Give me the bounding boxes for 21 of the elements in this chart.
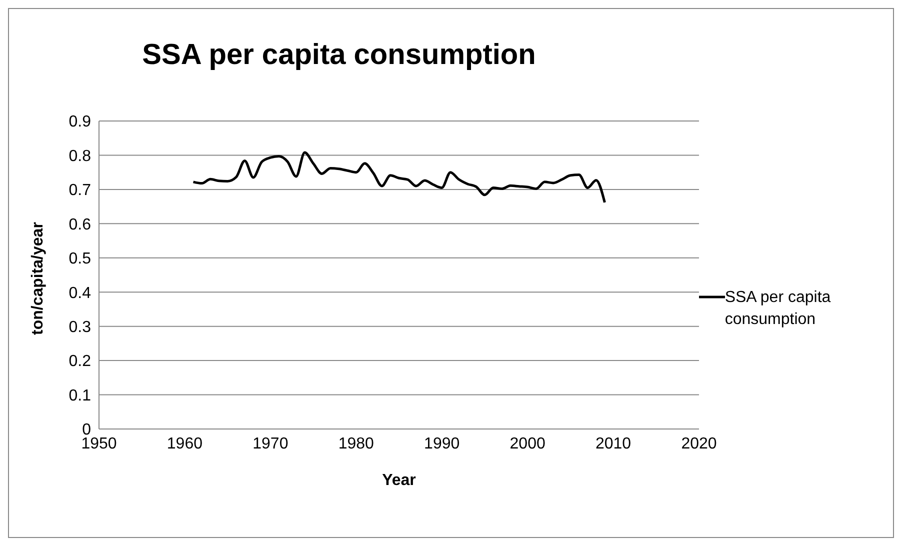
x-tick-label: 1970 [252,435,288,452]
y-tick-label: 0.4 [68,284,92,302]
y-tick-label: 0.8 [68,148,92,165]
x-tick-label: 2020 [681,435,717,452]
y-tick-label: 0.7 [68,182,92,200]
text: SSA per capita consumption [724,288,832,330]
x-tick-label: 1960 [166,435,203,452]
x-axis-title: Year [382,472,416,489]
y-tick-label: 0.5 [68,250,92,268]
x-tick-label: 2000 [510,435,546,452]
chart-title: SSA per capita consumption [141,39,537,72]
y-axis-title: ton/capita/year [30,222,47,335]
x-tick-label: 1990 [424,435,460,452]
x-tick-label: 1980 [338,435,374,452]
y-tick-label: 0.3 [68,319,92,336]
x-tick-label: 2010 [595,435,632,452]
y-tick-label: 0.2 [68,353,92,370]
y-tick-label: 0.9 [68,114,92,131]
y-tick-label: 0.1 [68,387,92,404]
y-tick-label: 0.6 [68,216,92,234]
line-series [192,151,606,204]
